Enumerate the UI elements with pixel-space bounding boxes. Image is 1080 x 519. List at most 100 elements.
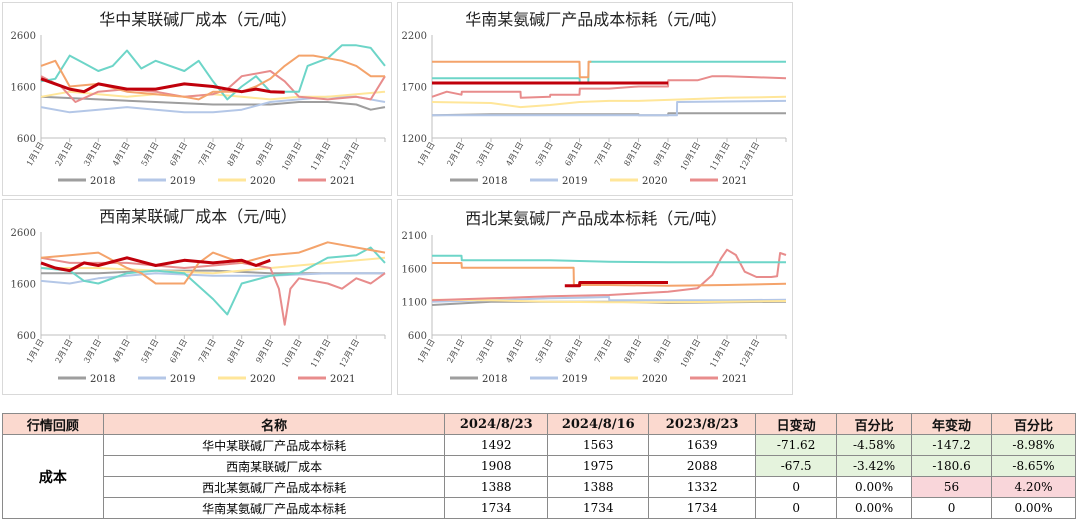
y-tick-label: 600 [17, 134, 36, 145]
cell-yearly-change: 0 [911, 497, 992, 519]
legend-label: 2019 [562, 176, 587, 187]
header-yearly-change: 年变动 [911, 413, 992, 435]
x-tick-label: 4月1日 [111, 141, 132, 168]
y-tick-label: 2100 [402, 231, 427, 242]
series-line-2018 [40, 95, 386, 111]
x-tick-label: 9月1日 [254, 141, 275, 168]
header-name: 名称 [102, 413, 446, 435]
cell-week-ago: 1563 [547, 434, 650, 456]
chart-title: 华中某联碱厂成本（元/吨） [99, 10, 296, 29]
x-tick-label: 4月1日 [111, 338, 132, 365]
series-line-2020 [431, 298, 787, 304]
chart-panel-huazhong: 华中某联碱厂成本（元/吨） 2600 1600 600 1月1日 2月1日 3月1日 4月1日… [2, 2, 392, 196]
cell-year-ago: 2088 [648, 455, 757, 477]
x-tick-label: 8月1日 [622, 141, 643, 168]
cell-current: 1388 [444, 476, 549, 498]
series-line [40, 77, 285, 94]
x-tick-label: 8月1日 [226, 338, 247, 365]
cell-week-ago: 1388 [547, 476, 650, 498]
header-review: 行情回顾 [2, 413, 104, 435]
series-line-2021 [431, 248, 787, 302]
x-tick-label: 7月1日 [197, 141, 218, 168]
series-line [40, 44, 386, 101]
x-tick-label: 5月1日 [140, 338, 161, 365]
x-tick-label: 10月1日 [679, 338, 702, 370]
cell-yearly-pct: -8.65% [991, 455, 1076, 477]
x-tick-label: 5月1日 [140, 141, 161, 168]
x-tick-label: 11月1日 [708, 338, 731, 370]
series-line [40, 256, 271, 273]
cell-year-ago: 1734 [648, 497, 757, 519]
x-tick-label: 4月1日 [504, 141, 525, 168]
x-tick-label: 9月1日 [652, 338, 673, 365]
legend-label: 2020 [642, 374, 667, 385]
legend-label: 2020 [250, 374, 275, 385]
row-name: 西南某联碱厂成本 [102, 455, 446, 477]
table-row: 西南某联碱厂成本 1908 1975 2088 -67.5 -3.42% -18… [3, 455, 1076, 477]
cell-week-ago: 1734 [547, 497, 650, 519]
x-tick-label: 7月1日 [197, 338, 218, 365]
cell-daily-pct: 0.00% [836, 497, 913, 519]
cell-current: 1492 [444, 434, 549, 456]
cell-daily-change: 0 [755, 476, 838, 498]
cell-daily-change: 0 [755, 497, 838, 519]
y-tick-label: 2600 [11, 228, 36, 239]
row-name: 西北某氨碱厂产品成本标耗 [102, 476, 446, 498]
x-tick-label: 3月1日 [82, 338, 103, 365]
cell-yearly-pct: 4.20% [991, 476, 1076, 498]
cell-daily-pct: -4.58% [836, 434, 913, 456]
legend-label: 2021 [330, 176, 355, 187]
legend-label: 2018 [482, 374, 507, 385]
x-tick-label: 12月1日 [338, 338, 361, 370]
header-daily-change: 日变动 [755, 413, 838, 435]
chart-title: 西南某联碱厂成本（元/吨） [99, 207, 296, 226]
x-tick-label: 3月1日 [475, 338, 496, 365]
cell-current: 1908 [444, 455, 549, 477]
table-row: 西北某氨碱厂产品成本标耗 1388 1388 1332 0 0.00% 56 4… [3, 476, 1076, 498]
y-tick-label: 2600 [11, 31, 36, 42]
cell-yearly-change: 56 [911, 476, 992, 498]
cell-yearly-change: -147.2 [911, 434, 992, 456]
header-daily-pct: 百分比 [836, 413, 913, 435]
header-yearly-pct: 百分比 [991, 413, 1076, 435]
legend-label: 2020 [642, 176, 667, 187]
y-tick-label: 2200 [402, 31, 427, 42]
x-tick-label: 9月1日 [254, 338, 275, 365]
x-tick-label: 11月1日 [309, 141, 332, 173]
x-tick-label: 8月1日 [226, 141, 247, 168]
cell-current: 1734 [444, 497, 549, 519]
section-label: 成本 [2, 434, 104, 519]
x-tick-label: 2月1日 [445, 141, 466, 168]
x-tick-label: 9月1日 [652, 141, 673, 168]
x-tick-label: 2月1日 [445, 338, 466, 365]
header-date-week-ago: 2024/8/16 [547, 413, 650, 435]
x-tick-label: 6月1日 [168, 338, 189, 365]
x-tick-label: 10月1日 [679, 141, 702, 173]
x-tick-label: 7月1日 [593, 141, 614, 168]
series-line-2019 [431, 296, 787, 303]
header-date-year-ago: 2023/8/23 [648, 413, 757, 435]
series-line-2021 [431, 75, 787, 99]
cell-yearly-pct: 0.00% [991, 497, 1076, 519]
x-tick-label: 12月1日 [338, 141, 361, 173]
cell-yearly-change: -180.6 [911, 455, 992, 477]
legend-label: 2021 [722, 374, 747, 385]
x-tick-label: 11月1日 [708, 141, 731, 173]
y-tick-label: 1600 [11, 83, 36, 94]
series-line [40, 246, 386, 316]
cost-review-table: 行情回顾 名称 2024/8/23 2024/8/16 2023/8/23 日变… [2, 413, 1076, 519]
cell-yearly-pct: -8.98% [991, 434, 1076, 456]
legend-label: 2019 [170, 176, 195, 187]
legend-label: 2019 [562, 374, 587, 385]
x-tick-label: 6月1日 [563, 338, 584, 365]
chart-panel-huanan: 华南某氨碱厂产品成本标耗（元/吨） 2200 1700 1200 1月1日 2月1日 3月1… [397, 2, 793, 196]
chart-panel-xibei: 西北某氨碱厂产品成本标耗（元/吨） 2100 1600 1100 600 1月1日 2月1日… [397, 199, 793, 395]
row-name: 华中某联碱厂产品成本标耗 [102, 434, 446, 456]
legend-label: 2018 [90, 374, 115, 385]
x-tick-label: 6月1日 [563, 141, 584, 168]
y-tick-label: 1100 [402, 298, 427, 309]
